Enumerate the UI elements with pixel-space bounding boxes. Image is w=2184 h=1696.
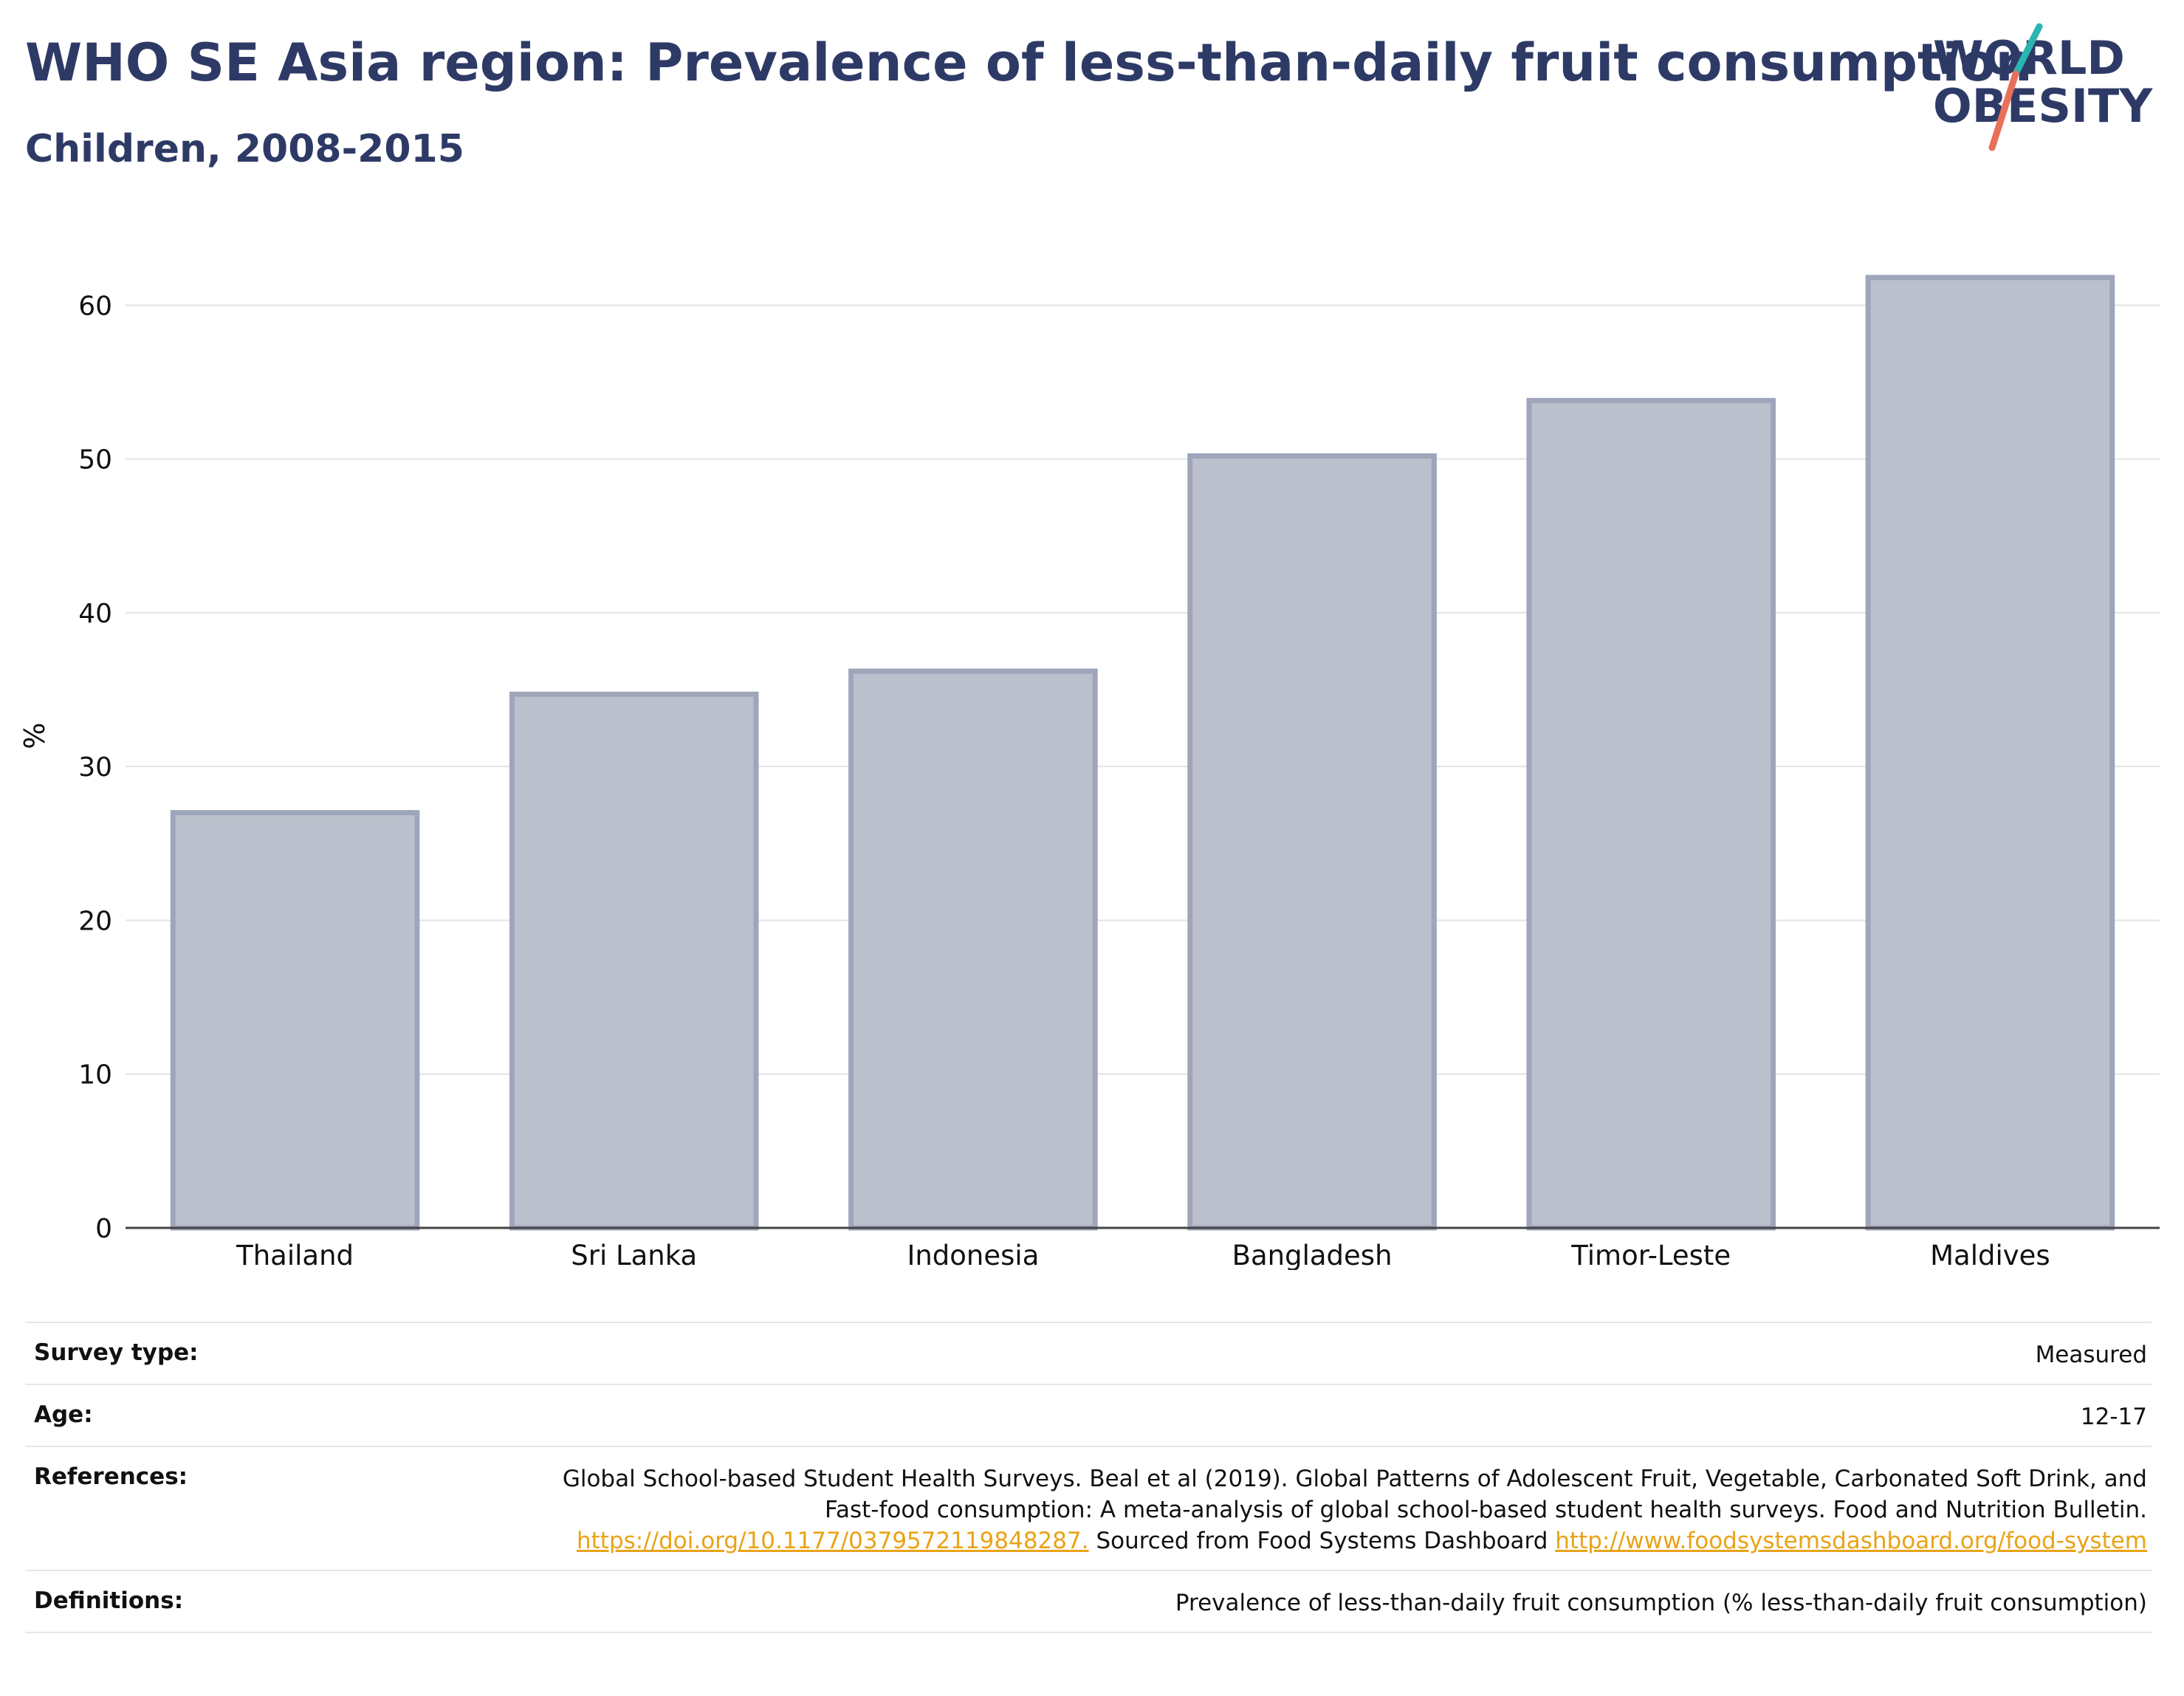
gridlines [126, 304, 2160, 1075]
x-tick-label: Timor-Leste [1570, 1240, 1731, 1270]
meta-label: References: [34, 1463, 188, 1490]
y-tick-labels: 0 10 20 30 40 50 60 [78, 291, 112, 1244]
y-axis-label: % [18, 722, 51, 749]
meta-label: Age: [34, 1401, 93, 1428]
x-tick-label: Bangladesh [1232, 1240, 1393, 1270]
logo-line1: WORLD [1933, 31, 2125, 85]
metadata-table: Survey type: Measured Age: 12-17 Referen… [25, 1322, 2152, 1633]
meta-row-references: References: Global School-based Student … [25, 1446, 2152, 1570]
y-tick-label: 60 [78, 291, 112, 321]
meta-row-definitions: Definitions: Prevalence of less-than-dai… [25, 1570, 2152, 1633]
meta-label: Definitions: [34, 1587, 184, 1614]
doi-link[interactable]: https://doi.org/10.1177/0379572119848287… [577, 1528, 1089, 1554]
y-tick-label: 40 [78, 599, 112, 629]
meta-value: Measured [2035, 1342, 2147, 1368]
meta-row-age: Age: 12-17 [25, 1384, 2152, 1446]
meta-value-references: Global School-based Student Health Surve… [523, 1463, 2152, 1556]
bar-sri-lanka [509, 691, 759, 1231]
x-tick-labels: Thailand Sri Lanka Indonesia Bangladesh Timo… [236, 1240, 2050, 1270]
meta-value: 12-17 [2080, 1404, 2147, 1430]
logo-slash-red [1988, 70, 2019, 151]
bar-maldives [1865, 275, 2115, 1231]
reference-source-text: Sourced from Food Systems Dashboard [1096, 1528, 1548, 1554]
meta-row-survey-type: Survey type: Measured [25, 1322, 2152, 1384]
bar-chart: 0 10 20 30 40 50 60 Thailand Sri Lanka Indonesia… [18, 275, 2160, 1270]
x-tick-label: Thailand [236, 1240, 354, 1270]
dashboard-link[interactable]: http://www.foodsystemsdashboard.org/food… [1555, 1528, 2147, 1554]
logo-slash-teal [2012, 23, 2043, 78]
y-tick-label: 0 [95, 1214, 112, 1244]
chart-subtitle: Children, 2008-2015 [25, 127, 464, 171]
chart-title: WHO SE Asia region: Prevalence of less-t… [25, 32, 2033, 93]
y-tick-label: 30 [78, 752, 112, 783]
world-obesity-logo: WORLD OBESITY [1933, 23, 2153, 151]
y-tick-label: 10 [78, 1060, 112, 1091]
reference-text: Global School-based Student Health Surve… [562, 1466, 2147, 1523]
y-tick-label: 50 [78, 445, 112, 476]
bars [170, 275, 2115, 1231]
bar-timor-leste [1526, 397, 1776, 1231]
x-tick-label: Maldives [1930, 1240, 2050, 1270]
meta-label: Survey type: [34, 1339, 199, 1366]
bar-thailand [170, 810, 420, 1231]
meta-value: Prevalence of less-than-daily fruit cons… [1175, 1590, 2147, 1616]
logo-line2: OBESITY [1933, 79, 2153, 133]
bar-bangladesh [1187, 453, 1437, 1231]
y-tick-label: 20 [78, 906, 112, 936]
x-tick-label: Sri Lanka [571, 1240, 697, 1270]
bar-indonesia [848, 668, 1098, 1231]
x-tick-label: Indonesia [907, 1240, 1039, 1270]
